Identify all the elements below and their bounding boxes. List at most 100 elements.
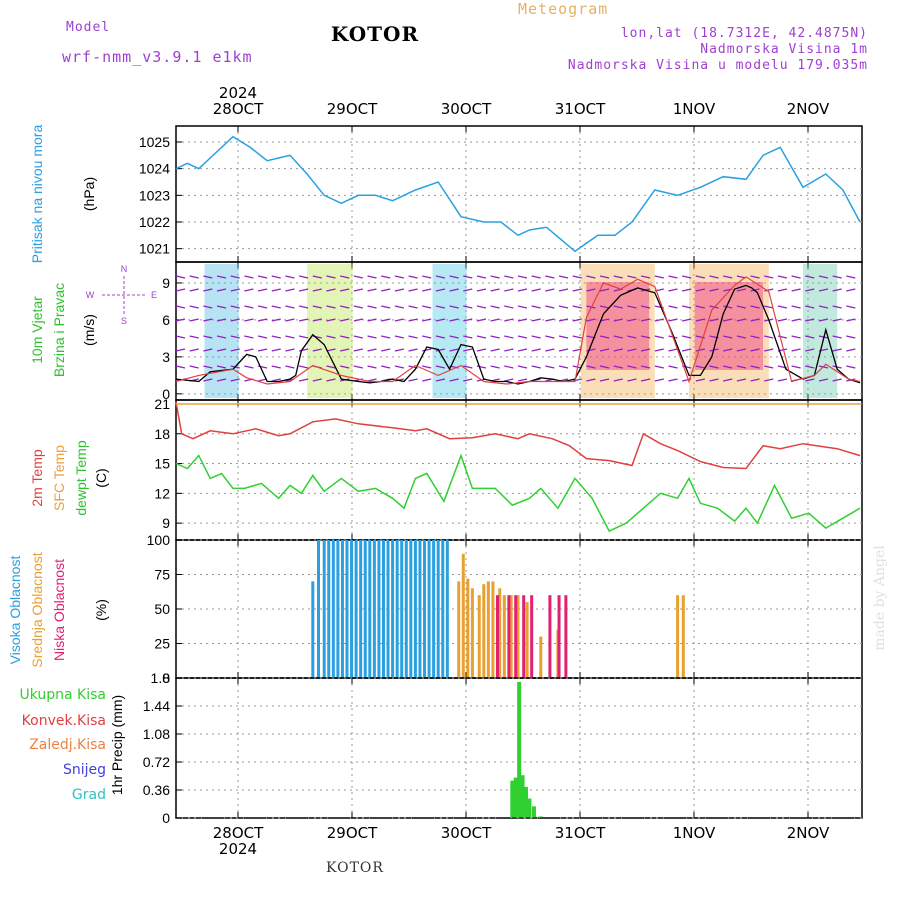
precip-legend-entry: Konvek.Kisa [22, 713, 106, 729]
cloud-subtitle2: Niska Oblacnost [51, 559, 67, 661]
wind-arrow [846, 335, 856, 339]
wind-arrow [340, 335, 350, 339]
cloud-bar [681, 595, 685, 678]
cloud-bar [331, 540, 335, 678]
cloud-bar [372, 540, 376, 678]
wind-arrow [531, 275, 541, 279]
wind-arrow [271, 335, 281, 339]
wind-arrow [435, 318, 446, 322]
wind-arrow [832, 348, 842, 352]
cloud-bar [516, 595, 520, 678]
wind-arrow [558, 335, 569, 339]
wind-arrow [695, 378, 705, 382]
wind-arrow [791, 275, 801, 279]
pressure-ytick-label: 1023 [139, 187, 170, 203]
cloud-bar [427, 540, 431, 678]
cloud-bar [423, 540, 427, 678]
wind-arrow [764, 275, 774, 279]
wind-arrow [517, 348, 528, 352]
wind-arrow [476, 335, 487, 339]
temp-ytick-label: 18 [154, 426, 170, 442]
wind-arrow [422, 288, 432, 292]
station-footer: KOTOR [326, 860, 384, 876]
wind-arrow [257, 318, 268, 322]
wind-arrow [203, 275, 213, 279]
top-date-label: 1NOV [673, 100, 716, 118]
wind-arrow [586, 348, 596, 352]
wind-arrow [175, 348, 186, 352]
cloud-ytick-label: 50 [154, 601, 170, 617]
wind-arrow [271, 288, 281, 292]
wind-arrow [449, 378, 459, 382]
wind-arrow [381, 348, 391, 352]
wind-arrow [668, 348, 678, 352]
wind-arrow [203, 378, 213, 382]
precip-bar [531, 806, 536, 818]
wind-arrow [203, 365, 213, 369]
wind-arrow [682, 318, 692, 322]
wind-arrow [285, 318, 295, 322]
cloud-bar [441, 540, 445, 678]
wind-arrow [422, 378, 432, 382]
wind-arrow [353, 335, 363, 339]
wind-arrow [777, 335, 788, 339]
wind-arrow [367, 288, 377, 292]
cloud-bar [502, 595, 506, 678]
wind-arrow [175, 305, 186, 309]
bottom-year-label: 2024 [219, 840, 257, 858]
precip-ytick-label: 0 [162, 810, 170, 826]
wind-arrow [381, 305, 391, 309]
wind-arrow [189, 335, 199, 339]
wind-arrow [599, 365, 610, 369]
wind-arrow [545, 365, 555, 369]
wind-arrow [777, 288, 788, 292]
wind-arrow [449, 288, 459, 292]
page-title: KOTOR [330, 22, 420, 46]
wind-arrow [408, 288, 418, 292]
wind-arrow [545, 275, 555, 279]
wind-arrow [531, 335, 541, 339]
cloud-bar [400, 540, 404, 678]
wind-barb-zone [803, 264, 838, 398]
wind-arrow [531, 318, 541, 322]
wind-arrow [298, 305, 309, 309]
wind-arrow [613, 275, 623, 279]
wind-arrow [764, 365, 774, 369]
precip-bar [527, 798, 532, 818]
wind-arrow [367, 365, 377, 369]
precip-legend-entry: Snijeg [63, 762, 106, 778]
meteogram-label: Meteogram [518, 0, 609, 18]
cloud-bar [525, 602, 529, 678]
wind-arrow [285, 335, 295, 339]
wind-arrow [599, 335, 610, 339]
wind-arrow [230, 378, 240, 382]
wind-arrow [189, 365, 199, 369]
wind-arrow [326, 288, 336, 292]
wind-arrow [558, 288, 569, 292]
wind-arrow [340, 348, 350, 352]
wind-barb-zone [204, 264, 239, 398]
wind-arrow [805, 318, 815, 322]
wind-arrow [764, 288, 774, 292]
cloud-bar [354, 540, 358, 678]
wind-arrow [695, 365, 705, 369]
wind-arrow [517, 288, 528, 292]
wind-arrow [777, 305, 788, 309]
wind-ytick-label: 0 [162, 386, 170, 402]
wind-arrow [723, 335, 733, 339]
wind-arrow [586, 378, 596, 382]
wind-arrow [257, 348, 268, 352]
wind-arrow [203, 318, 213, 322]
cloud-bar [470, 588, 474, 678]
cloud-bar [466, 578, 470, 678]
cloud-bar [539, 636, 543, 678]
wind-arrow [572, 275, 582, 279]
wind-arrow [764, 378, 774, 382]
cloud-bar [486, 581, 490, 678]
cloud-bar [498, 588, 502, 678]
wind-arrow [805, 275, 815, 279]
wind-arrow [340, 365, 350, 369]
bottom-date-label: 31OCT [555, 824, 606, 842]
wind-arrow [627, 275, 637, 279]
wind-arrow [216, 365, 227, 369]
